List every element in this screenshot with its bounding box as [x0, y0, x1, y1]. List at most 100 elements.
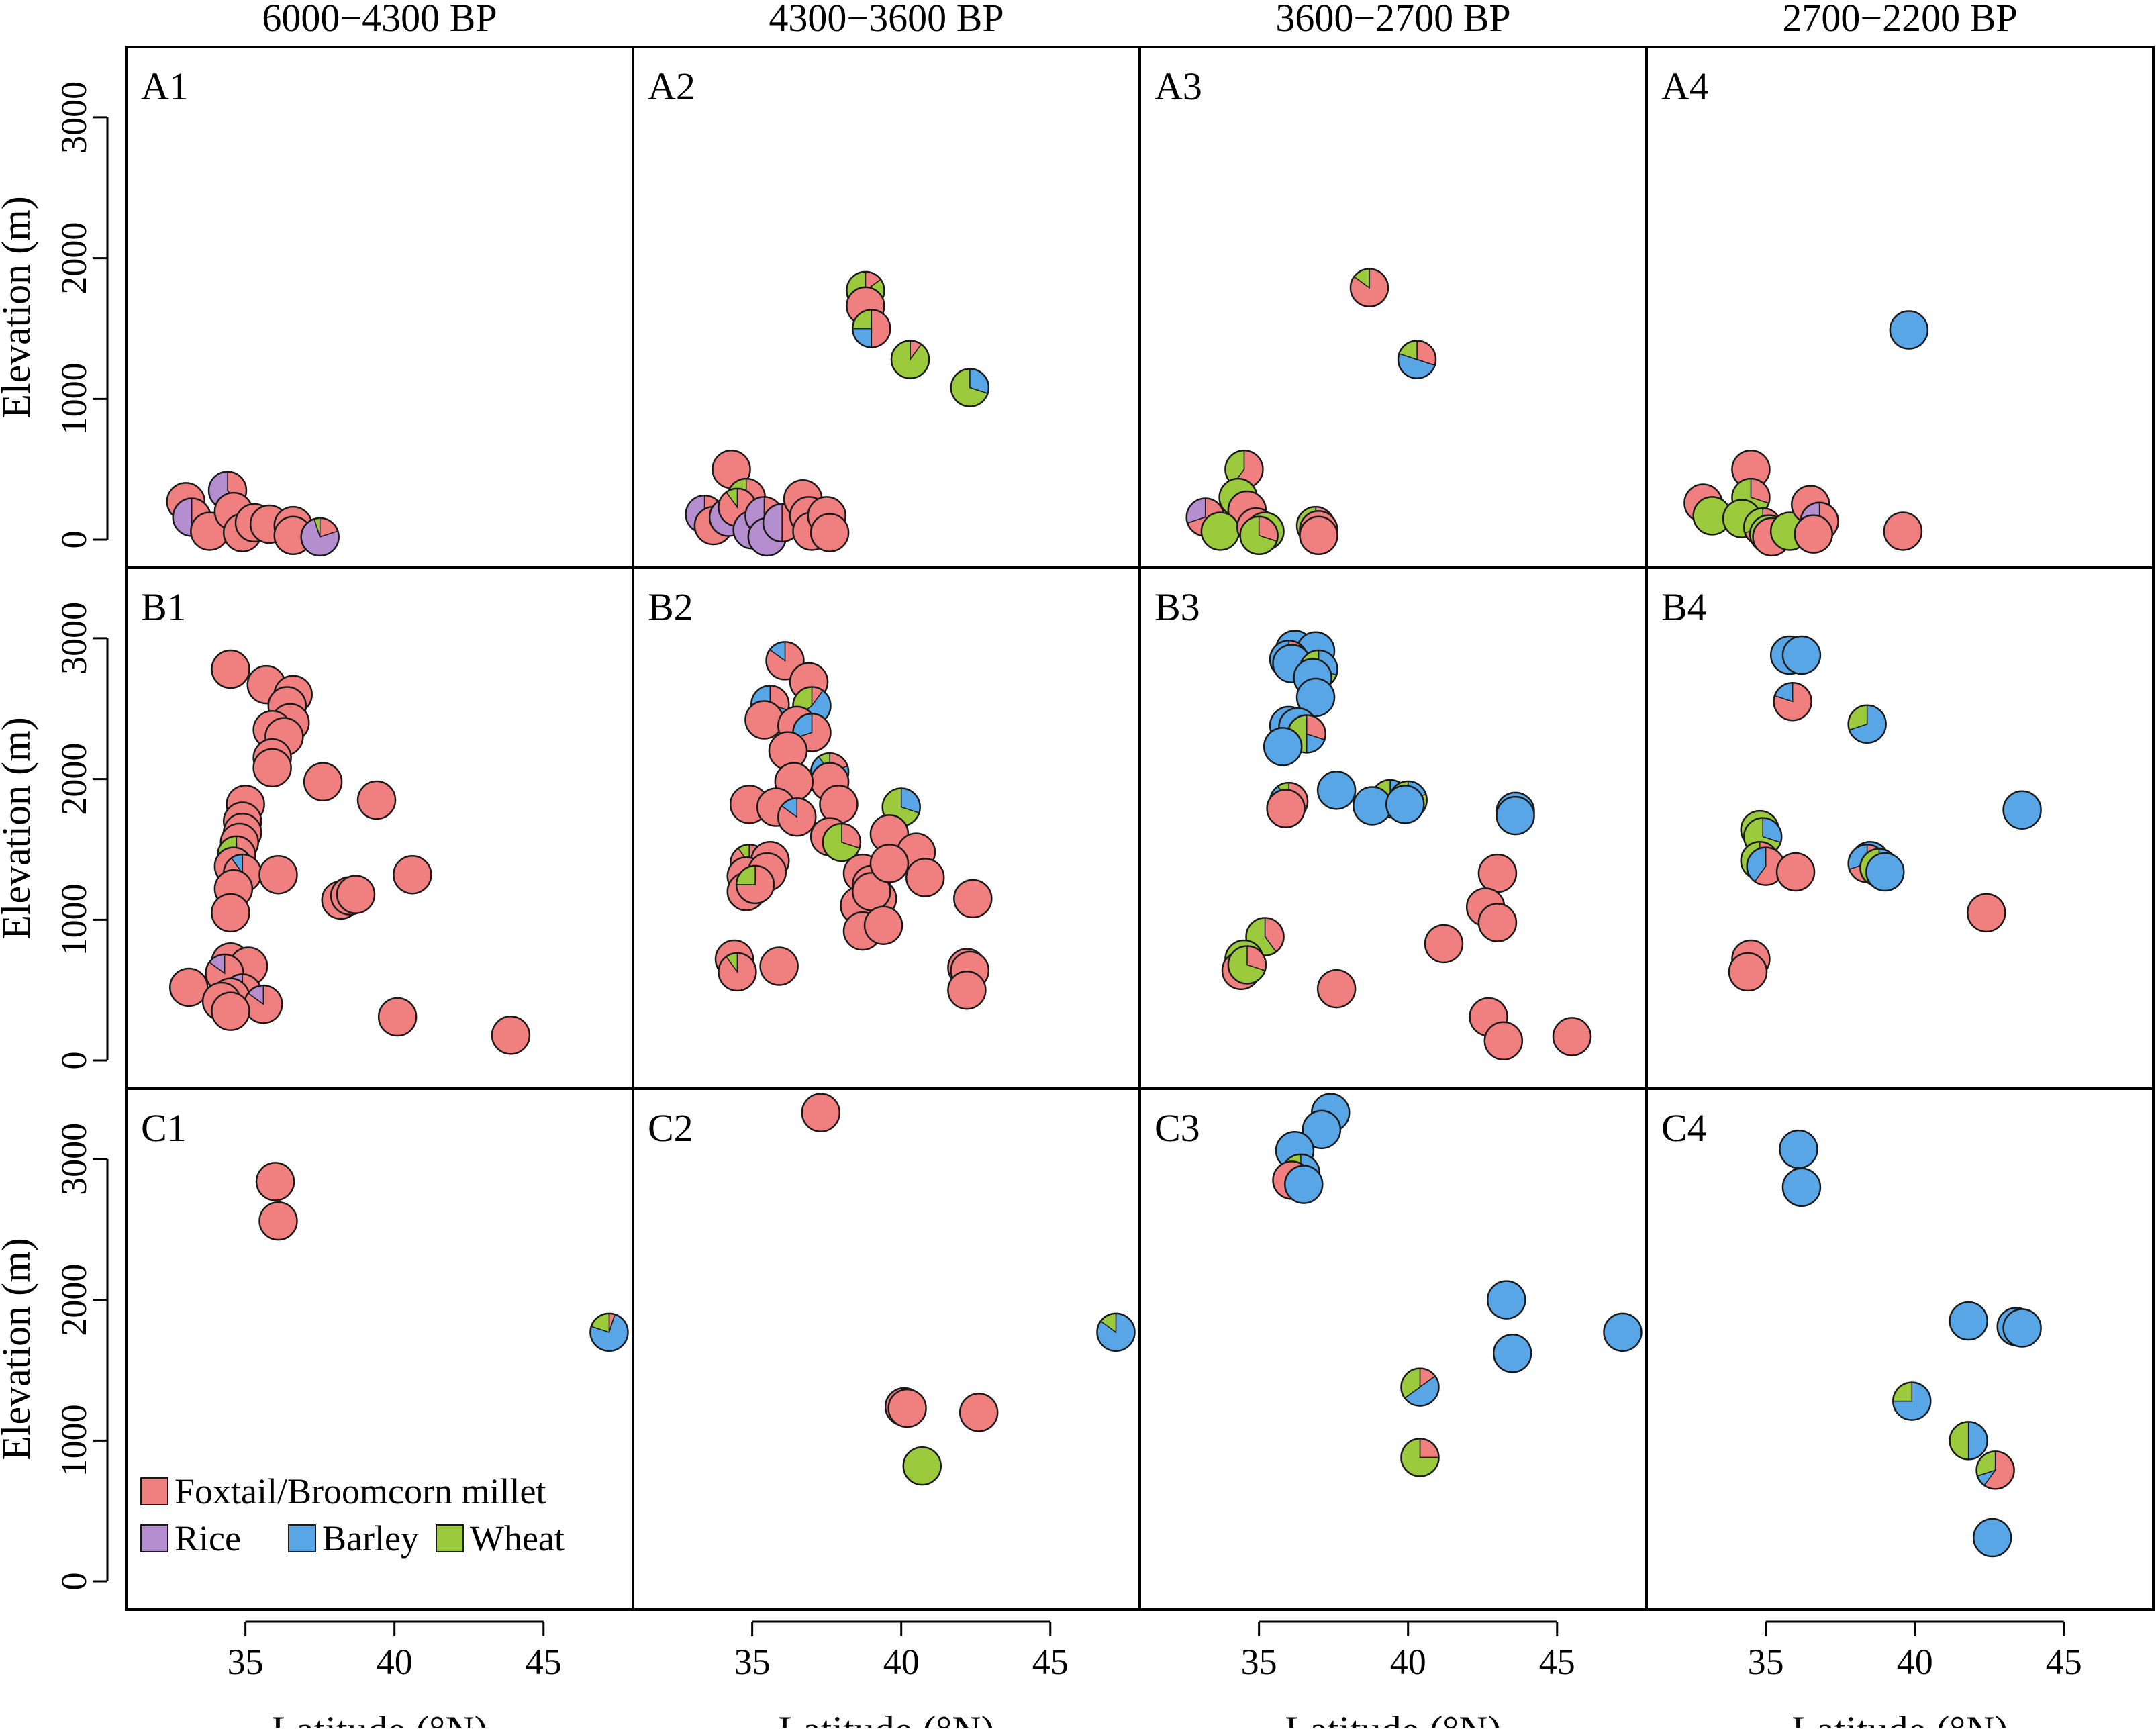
data-point	[300, 517, 340, 557]
y-tick-label: 2000	[54, 743, 94, 815]
legend-swatch	[140, 1524, 168, 1552]
pie-outline	[718, 952, 757, 992]
pie-outline	[1496, 795, 1535, 836]
pie-outline	[1477, 903, 1518, 942]
y-tick-label: 3000	[54, 1123, 94, 1195]
pie-outline	[1245, 917, 1285, 956]
panel-label: C4	[1661, 1106, 1707, 1150]
data-point	[1794, 514, 1833, 554]
data-point	[255, 1162, 295, 1201]
data-point	[377, 997, 418, 1037]
pie-outline	[887, 1388, 927, 1428]
data-point	[1200, 511, 1240, 551]
data-point	[768, 731, 808, 771]
pie-outline	[902, 1446, 942, 1486]
x-tick-label: 40	[883, 1642, 920, 1682]
data-point	[1477, 903, 1518, 942]
pie-outline	[1096, 1312, 1136, 1352]
data-point	[336, 875, 376, 914]
pie-outline	[1552, 1017, 1592, 1056]
data-point	[1779, 1129, 1818, 1169]
y-tick-label: 0	[54, 531, 94, 549]
data-point	[1400, 1438, 1440, 1477]
pie-outline	[356, 780, 397, 820]
x-tick-label: 35	[1241, 1642, 1277, 1682]
pie-outline	[905, 858, 945, 897]
y-axis-title: Elevation (m)	[0, 1238, 38, 1461]
data-point	[810, 513, 850, 552]
pie-outline	[1424, 924, 1464, 964]
data-point	[1496, 795, 1535, 836]
pie-outline	[377, 997, 418, 1037]
data-point	[1728, 952, 1768, 992]
y-axis-title: Elevation (m)	[0, 196, 38, 419]
panel-label: B1	[141, 585, 187, 629]
pie-outline	[1400, 1438, 1440, 1477]
data-point	[589, 1312, 629, 1352]
data-point	[1477, 853, 1518, 893]
pie-outline	[1773, 681, 1812, 722]
data-point	[303, 762, 343, 802]
y-tick-label: 2000	[54, 222, 94, 295]
data-point	[258, 1201, 298, 1241]
data-point	[1316, 969, 1357, 1009]
panel-c4: C4	[1645, 1087, 2155, 1611]
legend-swatch	[288, 1524, 316, 1552]
legend-label: Foxtail/Broomcorn millet	[175, 1471, 546, 1512]
pie-outline	[1492, 1334, 1532, 1373]
x-tick-label: 35	[1748, 1642, 1784, 1682]
pie-outline	[735, 864, 775, 905]
data-point	[863, 905, 903, 945]
pie-outline	[1284, 1165, 1324, 1204]
x-tick-label: 45	[1539, 1642, 1575, 1682]
data-point	[1239, 515, 1279, 556]
pie-outline	[303, 762, 343, 802]
pie-outline	[1975, 1450, 2015, 1490]
legend-label: Wheat	[470, 1518, 565, 1559]
pie-outline	[1883, 511, 1923, 551]
panel-frame	[1645, 46, 2155, 569]
pie-outline	[211, 991, 250, 1031]
pie-outline	[258, 854, 298, 895]
pie-outline	[1316, 771, 1357, 810]
x-tick-label: 40	[1897, 1642, 1933, 1682]
panel-a1: A1	[125, 46, 634, 569]
data-point	[947, 970, 987, 1010]
panel-label: A4	[1661, 64, 1709, 108]
pie-outline	[211, 649, 250, 689]
panel-a2: A2	[632, 46, 1141, 569]
pie-outline	[810, 513, 850, 552]
data-point	[1263, 727, 1303, 766]
data-point	[1975, 1450, 2015, 1490]
x-tick-label: 35	[228, 1642, 264, 1682]
pie-outline	[393, 854, 432, 895]
column-title: 3600−2700 BP	[1275, 0, 1510, 40]
data-point	[1385, 785, 1425, 824]
panel-label: A2	[648, 64, 695, 108]
pie-outline	[863, 905, 903, 945]
y-tick-label: 0	[54, 1052, 94, 1070]
y-tick-label: 3000	[54, 81, 94, 154]
y-tick-label: 3000	[54, 602, 94, 675]
panel-label: C3	[1155, 1106, 1200, 1150]
panel-label: A1	[141, 64, 189, 108]
data-point	[1892, 1381, 1932, 1421]
legend-item-rice: Rice	[140, 1518, 241, 1559]
pie-outline	[1487, 1280, 1526, 1320]
data-point	[1295, 677, 1336, 718]
panel-b3: B3	[1138, 566, 1648, 1090]
data-point	[1889, 310, 1929, 350]
data-point	[735, 864, 775, 905]
x-axis-title: Latitude (°N)	[271, 1708, 487, 1728]
pie-outline	[1972, 1518, 2012, 1558]
data-point	[1492, 1334, 1532, 1373]
panel-frame	[1645, 1087, 2155, 1611]
x-axis-title: Latitude (°N)	[1792, 1708, 2008, 1728]
legend-label: Barley	[322, 1518, 419, 1559]
data-point	[1603, 1312, 1643, 1352]
x-axis-title: Latitude (°N)	[1285, 1708, 1501, 1728]
panel-b1: B1	[125, 566, 634, 1090]
pie-outline	[2002, 790, 2042, 830]
pie-outline	[947, 970, 987, 1010]
